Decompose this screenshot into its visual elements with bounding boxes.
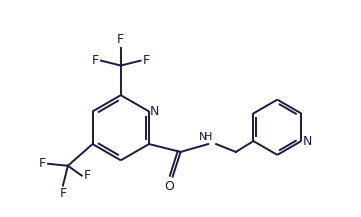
Text: F: F bbox=[84, 169, 91, 182]
Text: N: N bbox=[303, 135, 313, 148]
Text: N: N bbox=[150, 105, 159, 118]
Text: N: N bbox=[199, 132, 208, 142]
Text: F: F bbox=[59, 187, 66, 201]
Text: F: F bbox=[92, 54, 99, 67]
Text: F: F bbox=[117, 33, 124, 46]
Text: F: F bbox=[39, 157, 46, 170]
Text: O: O bbox=[164, 180, 174, 192]
Text: H: H bbox=[204, 132, 212, 142]
Text: F: F bbox=[143, 54, 149, 67]
